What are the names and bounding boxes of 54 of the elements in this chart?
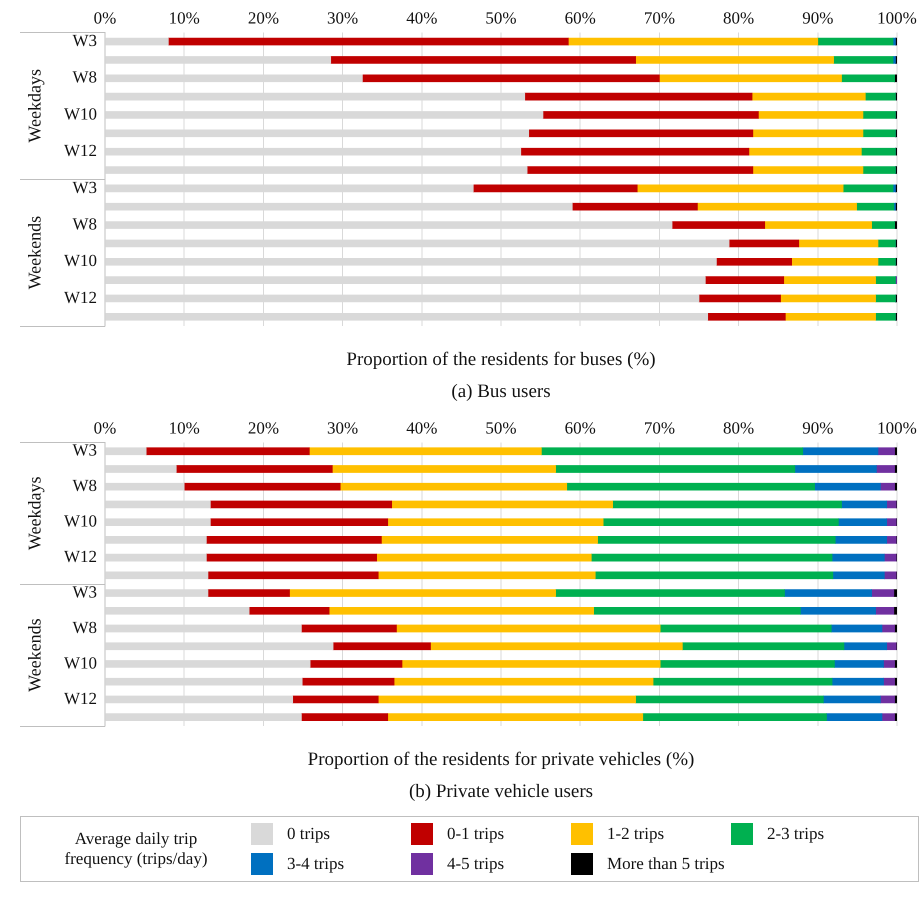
y-tick-label: W10	[64, 512, 97, 531]
y-tick-label: W12	[64, 547, 97, 566]
x-tick-label: 90%	[802, 8, 834, 28]
y-tick-label: W12	[64, 141, 97, 160]
y-tick-label: W10	[64, 653, 97, 672]
y-tick-label: W10	[64, 251, 97, 270]
x-tick-label: 10%	[168, 8, 200, 28]
text: Weekends	[24, 216, 45, 290]
x-axis-title: Proportion of the residents for buses (%)	[346, 348, 656, 370]
text: (a) Bus users	[451, 380, 551, 402]
x-tick-label: 60%	[564, 8, 596, 28]
legend-label: 4-5 trips	[447, 854, 504, 874]
x-tick-label: 80%	[723, 8, 754, 28]
y-tick-label: W3	[72, 582, 97, 602]
y-tick-label: W12	[64, 688, 97, 708]
x-tick-label: 40%	[406, 418, 438, 438]
y-tick-label: W8	[72, 214, 97, 234]
x-tick-label: 30%	[327, 8, 358, 28]
x-tick-label: 50%	[485, 418, 517, 438]
legend-label: 0 trips	[287, 824, 330, 844]
x-tick-label: 50%	[485, 8, 517, 28]
x-tick-label: 30%	[327, 418, 358, 438]
x-tick-label: 0%	[94, 8, 116, 28]
x-tick-label: 20%	[248, 418, 279, 438]
x-tick-label: 100%	[877, 418, 917, 438]
legend-label: 0-1 trips	[447, 824, 504, 844]
x-tick-label: 10%	[168, 418, 200, 438]
legend-label: More than 5 trips	[607, 854, 725, 874]
y-tick-label: W8	[72, 68, 97, 87]
x-tick-label: 90%	[802, 418, 834, 438]
legend-label: 2-3 trips	[767, 824, 824, 844]
x-tick-label: 20%	[248, 8, 279, 28]
x-tick-label: 80%	[723, 418, 754, 438]
x-tick-label: 100%	[877, 8, 917, 28]
x-tick-label: 60%	[564, 418, 596, 438]
y-tick-label: W8	[72, 618, 97, 637]
y-tick-label: W3	[72, 178, 97, 197]
text: Weekdays	[24, 69, 45, 143]
y-tick-label: W10	[64, 104, 97, 124]
y-tick-label: W8	[72, 476, 97, 496]
y-tick-label: W3	[72, 31, 97, 50]
y-tick-label: W12	[64, 288, 97, 307]
x-tick-label: 0%	[94, 418, 116, 438]
y-tick-label: W3	[72, 440, 97, 460]
text: (b) Private vehicle users	[408, 780, 594, 802]
x-axis-title: Proportion of the residents for private vehicles (%)	[308, 748, 694, 770]
legend-label: 1-2 trips	[607, 824, 664, 844]
text: Weekdays	[24, 476, 45, 550]
text: Weekends	[24, 618, 45, 692]
x-tick-label: 70%	[644, 8, 675, 28]
x-tick-label: 70%	[644, 418, 675, 438]
legend-title: Average daily trip frequency (trips/day)	[63, 829, 209, 869]
legend-label: 3-4 trips	[287, 854, 344, 874]
x-tick-label: 40%	[406, 8, 438, 28]
